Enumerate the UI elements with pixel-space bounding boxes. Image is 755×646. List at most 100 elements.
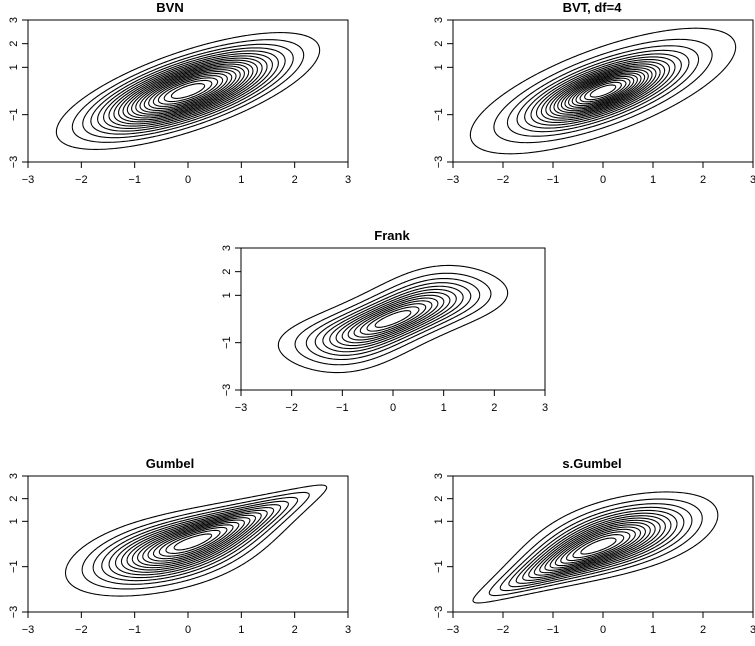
- contour-level-13: [560, 528, 636, 564]
- contour-level-14: [139, 69, 237, 113]
- contour-level-2: [488, 498, 703, 597]
- x-tick-label: 0: [600, 174, 606, 186]
- contour-level-8: [341, 294, 445, 344]
- y-tick-label: −1: [433, 108, 445, 121]
- contour-level-11: [359, 303, 427, 335]
- x-tick-label: −1: [336, 402, 349, 414]
- contour-level-9: [131, 514, 257, 569]
- contour-level-13: [374, 310, 412, 328]
- x-tick-label: 2: [700, 174, 706, 186]
- contour-level-1: [472, 491, 719, 604]
- y-tick-label: −3: [433, 156, 445, 169]
- contour-level-14: [565, 531, 631, 562]
- contour-level-11: [126, 63, 250, 119]
- x-tick-label: 2: [491, 402, 497, 414]
- y-tick-label: 2: [433, 496, 445, 502]
- contour-level-15: [165, 529, 221, 554]
- y-tick-label: 1: [433, 518, 445, 524]
- contour-panel-5: s.Gumbel −3 −2 −1 0 1 2 3 −3 −1 1 2 3: [433, 456, 755, 636]
- contour-level-19: [163, 79, 213, 103]
- contour-panel-2: BVT, df=4 −3 −2 −1 0 1 2 3 −3 −1 1 2 3: [433, 0, 755, 186]
- contour-level-12: [554, 526, 642, 567]
- x-tick-label: 2: [292, 174, 298, 186]
- y-tick-label: −3: [221, 384, 233, 397]
- contour-level-5: [322, 285, 464, 353]
- y-tick-label: 3: [433, 17, 445, 23]
- contour-level-4: [508, 506, 685, 588]
- x-tick-label: 1: [238, 174, 244, 186]
- contour-level-10: [353, 300, 433, 338]
- contour-level-20: [170, 83, 206, 99]
- y-tick-label: 2: [433, 41, 445, 47]
- contour-lines: [55, 32, 321, 150]
- contour-level-12: [366, 306, 420, 332]
- contour-level-10: [122, 61, 254, 121]
- contour-level-13: [135, 67, 241, 115]
- x-tick-label: −1: [128, 624, 141, 636]
- y-tick-label: −3: [433, 606, 445, 619]
- y-tick-label: 1: [8, 518, 20, 524]
- contour-level-4: [90, 47, 286, 135]
- contour-level-9: [118, 59, 258, 123]
- contour-level-17: [575, 77, 631, 105]
- x-tick-label: −2: [497, 624, 510, 636]
- contour-level-1: [64, 484, 328, 597]
- y-tick-label: 3: [433, 473, 445, 479]
- contour-level-2: [81, 491, 310, 590]
- contour-level-8: [540, 61, 666, 121]
- contour-level-19: [584, 81, 622, 101]
- x-tick-label: 0: [390, 402, 396, 414]
- y-tick-label: −1: [8, 108, 20, 121]
- y-tick-label: 3: [221, 245, 233, 251]
- contour-level-12: [557, 69, 649, 113]
- contour-level-15: [572, 534, 625, 559]
- contour-level-13: [560, 70, 646, 112]
- contour-lines: [277, 264, 509, 374]
- panel-title: BVN: [156, 0, 183, 15]
- y-tick-label: −1: [433, 560, 445, 573]
- contour-level-10: [137, 517, 251, 566]
- y-tick-label: −3: [8, 156, 20, 169]
- contour-level-16: [173, 533, 213, 551]
- x-tick-label: 3: [750, 174, 755, 186]
- contour-level-3: [506, 45, 700, 137]
- x-tick-label: 0: [185, 624, 191, 636]
- x-tick-label: −3: [22, 174, 35, 186]
- x-tick-label: −3: [235, 402, 248, 414]
- plot-frame: [240, 247, 546, 391]
- x-tick-label: −1: [547, 624, 560, 636]
- contour-level-3: [92, 496, 299, 585]
- x-tick-label: −2: [285, 402, 298, 414]
- contour-level-4: [101, 500, 289, 582]
- y-tick-label: −1: [8, 560, 20, 573]
- contour-level-9: [545, 63, 661, 119]
- contour-level-9: [539, 519, 656, 574]
- y-tick-label: −1: [221, 336, 233, 349]
- contour-level-7: [535, 58, 671, 124]
- contour-level-11: [142, 519, 245, 564]
- x-tick-label: 2: [700, 624, 706, 636]
- contour-level-15: [143, 71, 233, 111]
- y-tick-label: 2: [8, 41, 20, 47]
- contour-level-11: [553, 67, 653, 115]
- x-tick-label: 1: [650, 624, 656, 636]
- contour-level-8: [126, 512, 262, 571]
- contour-level-5: [108, 504, 282, 579]
- x-tick-label: 3: [750, 624, 755, 636]
- contour-level-13: [152, 524, 234, 560]
- contour-level-4: [314, 282, 472, 356]
- contour-level-2: [71, 39, 305, 143]
- contour-level-17: [152, 75, 224, 107]
- x-tick-label: 1: [441, 402, 447, 414]
- x-tick-label: −1: [547, 174, 560, 186]
- plot-frame: [27, 475, 349, 613]
- x-tick-label: −1: [128, 174, 141, 186]
- contour-level-7: [120, 509, 268, 573]
- contour-level-11: [549, 524, 646, 569]
- contour-level-6: [103, 52, 273, 130]
- contour-level-10: [544, 522, 651, 571]
- contour-level-6: [530, 56, 676, 126]
- contour-level-20: [589, 84, 617, 98]
- contour-level-10: [549, 65, 657, 117]
